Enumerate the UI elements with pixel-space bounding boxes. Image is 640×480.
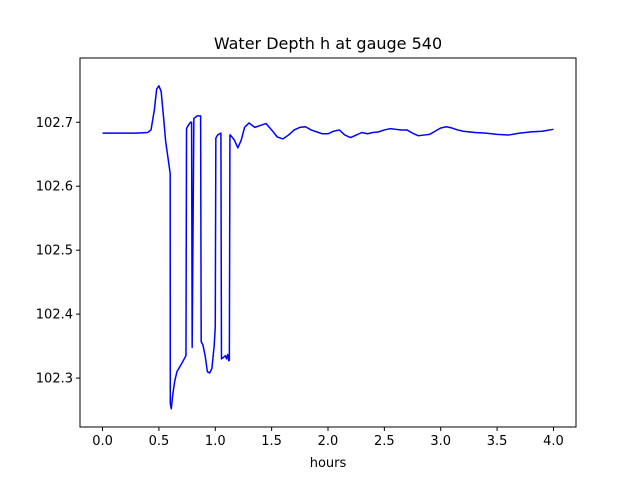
y-tick-label: 102.5 xyxy=(36,244,73,259)
chart-title: Water Depth h at gauge 540 xyxy=(214,34,442,53)
x-tick-label: 4.0 xyxy=(543,434,564,449)
y-tick-label: 102.6 xyxy=(36,180,73,195)
series-line-0 xyxy=(102,85,554,410)
x-tick-label: 1.0 xyxy=(205,434,226,449)
x-tick-label: 0.5 xyxy=(149,434,170,449)
y-tick-label: 102.3 xyxy=(36,372,73,387)
x-axis-title: hours xyxy=(310,456,347,471)
y-tick-label: 102.7 xyxy=(36,116,73,131)
y-tick-label: 102.4 xyxy=(36,308,73,323)
x-tick-label: 0.0 xyxy=(92,434,113,449)
x-axis: 0.0 0.5 1.0 1.5 2.0 2.5 3.0 3.5 4.0 xyxy=(92,427,564,449)
x-tick-label: 2.5 xyxy=(374,434,395,449)
x-tick-label: 3.5 xyxy=(487,434,508,449)
y-axis: 102.3 102.4 102.5 102.6 102.7 xyxy=(36,116,80,387)
x-tick-label: 2.0 xyxy=(318,434,339,449)
x-tick-label: 1.5 xyxy=(261,434,282,449)
plot-area xyxy=(102,85,554,410)
x-tick-label: 3.0 xyxy=(430,434,451,449)
